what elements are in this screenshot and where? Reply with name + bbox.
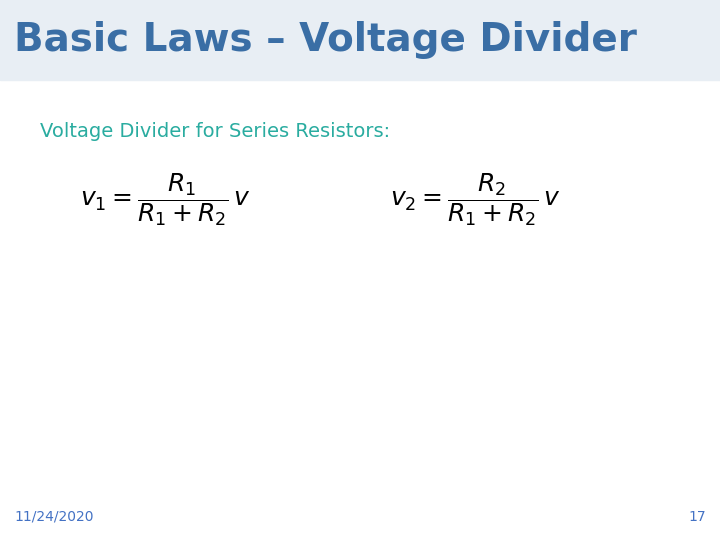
Text: Voltage Divider for Series Resistors:: Voltage Divider for Series Resistors:	[40, 122, 390, 141]
Text: $v_2 = \dfrac{R_2}{R_1 + R_2}\, v$: $v_2 = \dfrac{R_2}{R_1 + R_2}\, v$	[390, 172, 561, 228]
Text: 11/24/2020: 11/24/2020	[14, 510, 94, 524]
Text: 17: 17	[688, 510, 706, 524]
Text: $v_1 = \dfrac{R_1}{R_1 + R_2}\, v$: $v_1 = \dfrac{R_1}{R_1 + R_2}\, v$	[80, 172, 251, 228]
Text: Basic Laws – Voltage Divider: Basic Laws – Voltage Divider	[14, 21, 637, 59]
Bar	[0, 0, 720, 80]
